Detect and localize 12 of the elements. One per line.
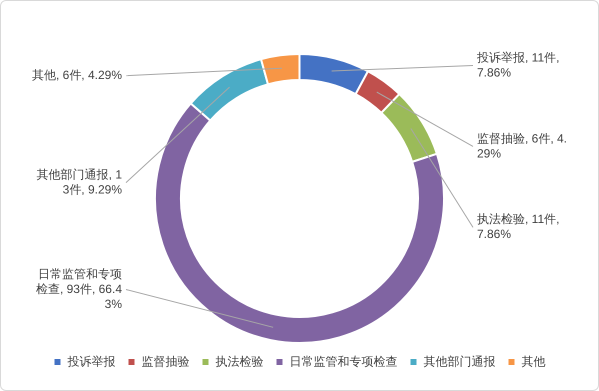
legend-label: 投诉举报 [66,354,116,368]
data-label: 其他, 6件, 4.29% [32,68,122,82]
data-label: 执法检验, 11件, 7.86% [477,212,560,242]
legend-label: 其他 [522,354,546,368]
data-label: 监督抽验, 6件, 4.29% [477,131,568,160]
legend-label: 监督抽验 [142,354,190,368]
legend-label: 执法检验 [216,354,264,368]
legend-label: 日常监管和专项检查 [290,354,398,368]
data-label: 投诉举报, 11件, 7.86% [476,50,560,80]
data-label: 日常监管和专项检查, 93件, 66.43% [36,266,122,311]
data-label: 其他部门通报, 13件, 9.29% [36,167,122,196]
legend-label: 其他部门通报 [424,354,496,368]
